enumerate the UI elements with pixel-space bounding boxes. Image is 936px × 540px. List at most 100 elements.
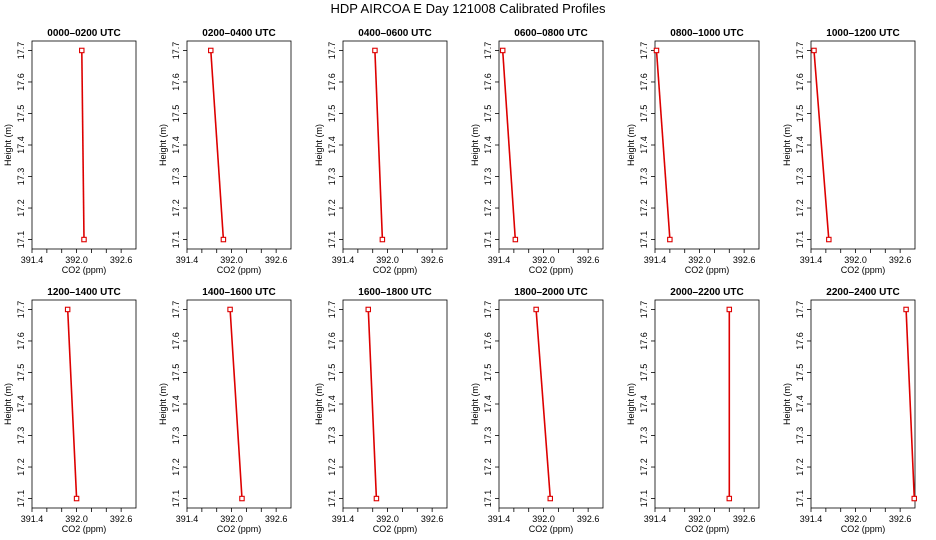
y-tick-label: 17.6 [171,332,181,350]
plot-frame [498,299,604,509]
plot-frame [342,40,448,250]
y-tick-label: 17.7 [639,42,649,60]
y-tick-label: 17.1 [795,231,805,249]
y-axis-label: Height (m) [470,124,480,166]
x-tick-label: 391.4 [332,255,355,265]
x-tick-label: 391.4 [21,514,44,524]
y-tick-label: 17.3 [16,168,26,186]
x-axis-label: CO2 (ppm) [685,524,730,534]
profile-point [379,236,386,243]
panel-title: 0000–0200 UTC [47,28,120,39]
x-tick-label: 392.6 [265,255,288,265]
y-axis-label: Height (m) [314,124,324,166]
y-tick-label: 17.4 [639,136,649,154]
y-axis-label: Height (m) [626,383,636,425]
y-tick-label: 17.2 [16,458,26,476]
profile-point [499,47,506,54]
plot-frame [342,299,448,509]
panel-3: 0400–0600 UTC 391.4 392.0 392.6 17.1 17.2 17.3… [314,28,448,275]
plot-frame [186,299,292,509]
y-axis-label: Height (m) [3,383,13,425]
y-tick-label: 17.5 [327,364,337,382]
y-tick-label: 17.6 [795,73,805,91]
x-tick-label: 392.6 [265,514,288,524]
profile-point [911,495,918,502]
y-tick-label: 17.6 [639,73,649,91]
profile-point [653,47,660,54]
panel-title: 0800–1000 UTC [670,28,743,39]
x-axis-label: CO2 (ppm) [529,524,574,534]
y-tick-label: 17.3 [483,427,493,445]
y-tick-label: 17.2 [639,458,649,476]
profile-point [79,47,85,54]
y-axis-label: Height (m) [626,124,636,166]
profile-point [667,236,673,243]
profile-line [905,309,916,499]
y-tick-label: 17.6 [795,332,805,350]
x-tick-label: 391.4 [800,255,823,265]
y-tick-label: 17.3 [795,427,805,445]
y-tick-label: 17.3 [327,427,337,445]
panel-9: 1600–1800 UTC 391.4 392.0 392.6 17.1 17.2 17.3… [314,287,448,534]
y-tick-label: 17.2 [795,199,805,217]
x-tick-label: 392.6 [889,255,912,265]
y-tick-label: 17.6 [327,73,337,91]
y-tick-label: 17.4 [639,395,649,413]
profile-point [903,306,909,313]
x-tick-label: 391.4 [488,514,511,524]
panel-title: 2000–2200 UTC [670,287,743,298]
x-tick-label: 391.4 [176,514,199,524]
profile-point [726,306,733,313]
x-axis-label: CO2 (ppm) [373,265,418,275]
y-tick-label: 17.3 [639,427,649,445]
y-tick-label: 17.6 [639,332,649,350]
panel-title: 1800–2000 UTC [514,287,587,298]
profile-point [64,306,71,313]
y-tick-label: 17.6 [483,332,493,350]
x-axis-label: CO2 (ppm) [841,265,886,275]
profile-point [811,47,817,54]
y-axis-label: Height (m) [314,383,324,425]
x-tick-label: 392.0 [65,514,88,524]
y-tick-label: 17.1 [483,231,493,249]
y-tick-label: 17.3 [327,168,337,186]
x-tick-label: 391.4 [800,514,823,524]
profile-line [66,309,78,499]
profile-point [512,236,519,243]
figure-title: HDP AIRCOA E Day 121008 Calibrated Profi… [330,1,606,16]
y-tick-label: 17.4 [171,136,181,154]
y-axis-label: Height (m) [782,383,792,425]
y-tick-label: 17.5 [171,364,181,382]
y-tick-label: 17.4 [483,136,493,154]
x-tick-label: 391.4 [488,255,511,265]
y-axis-label: Height (m) [158,124,168,166]
y-tick-label: 17.5 [16,105,26,123]
x-axis-label: CO2 (ppm) [217,265,262,275]
y-tick-label: 17.5 [795,364,805,382]
plot-frame [186,40,292,250]
y-tick-label: 17.3 [171,168,181,186]
profile-line [81,50,85,240]
plot-frame [31,299,137,509]
profile-point [726,495,733,502]
profile-line [535,309,552,499]
y-tick-label: 17.5 [171,105,181,123]
y-tick-label: 17.3 [16,427,26,445]
profile-line [813,50,830,240]
x-axis-label: CO2 (ppm) [529,265,574,275]
panel-7: 1200–1400 UTC 391.4 392.0 392.6 17.1 17.2 17.3… [3,287,137,534]
profile-point [227,306,233,313]
y-tick-label: 17.2 [171,458,181,476]
profile-line [210,50,225,240]
x-axis-label: CO2 (ppm) [841,524,886,534]
panel-title: 1000–1200 UTC [826,28,899,39]
y-tick-label: 17.5 [795,105,805,123]
y-tick-label: 17.7 [795,301,805,319]
panel-title: 1200–1400 UTC [47,287,120,298]
x-axis-label: CO2 (ppm) [217,524,262,534]
y-tick-label: 17.7 [483,301,493,319]
profile-point [372,47,378,54]
y-tick-label: 17.6 [483,73,493,91]
y-tick-label: 17.2 [483,458,493,476]
